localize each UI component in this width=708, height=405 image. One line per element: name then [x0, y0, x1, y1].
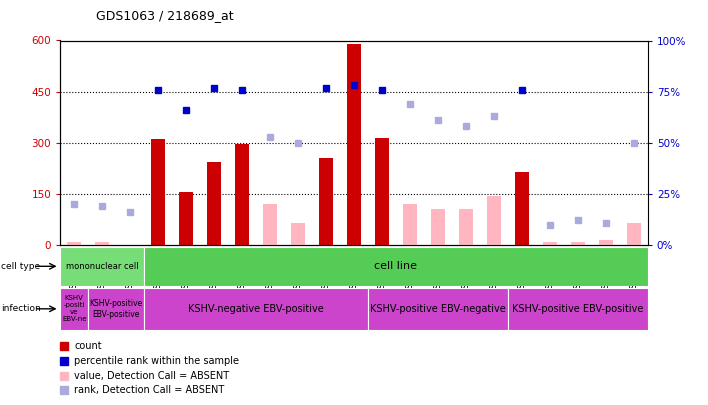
- Bar: [403, 204, 417, 245]
- Text: KSHV
-positi
ve
EBV-ne: KSHV -positi ve EBV-ne: [62, 295, 86, 322]
- Bar: [487, 196, 501, 245]
- Bar: [60, 247, 144, 286]
- Text: KSHV-positive
EBV-positive: KSHV-positive EBV-positive: [89, 299, 143, 318]
- Bar: [375, 138, 389, 245]
- Bar: [67, 242, 81, 245]
- Bar: [508, 288, 648, 330]
- Bar: [144, 247, 648, 286]
- Bar: [144, 288, 368, 330]
- Bar: [207, 162, 221, 245]
- Bar: [60, 288, 88, 330]
- Text: cell line: cell line: [375, 261, 418, 271]
- Text: percentile rank within the sample: percentile rank within the sample: [74, 356, 239, 366]
- Bar: [459, 209, 473, 245]
- Bar: [88, 288, 144, 330]
- Bar: [151, 139, 165, 245]
- Text: KSHV-positive EBV-positive: KSHV-positive EBV-positive: [512, 304, 644, 314]
- Text: value, Detection Call = ABSENT: value, Detection Call = ABSENT: [74, 371, 229, 381]
- Bar: [179, 192, 193, 245]
- Text: infection: infection: [1, 304, 40, 313]
- Bar: [599, 240, 613, 245]
- Bar: [515, 172, 529, 245]
- Bar: [368, 288, 508, 330]
- Bar: [319, 158, 333, 245]
- Bar: [95, 242, 109, 245]
- Bar: [543, 242, 557, 245]
- Text: cell type: cell type: [1, 262, 40, 271]
- Text: KSHV-positive EBV-negative: KSHV-positive EBV-negative: [370, 304, 506, 314]
- Text: KSHV-negative EBV-positive: KSHV-negative EBV-positive: [188, 304, 324, 314]
- Bar: [627, 223, 641, 245]
- Bar: [347, 44, 361, 245]
- Bar: [263, 204, 277, 245]
- Bar: [235, 145, 249, 245]
- Text: rank, Detection Call = ABSENT: rank, Detection Call = ABSENT: [74, 385, 224, 395]
- Text: mononuclear cell: mononuclear cell: [66, 262, 139, 271]
- Bar: [291, 223, 305, 245]
- Bar: [431, 209, 445, 245]
- Text: GDS1063 / 218689_at: GDS1063 / 218689_at: [96, 9, 233, 22]
- Text: count: count: [74, 341, 102, 351]
- Bar: [571, 242, 585, 245]
